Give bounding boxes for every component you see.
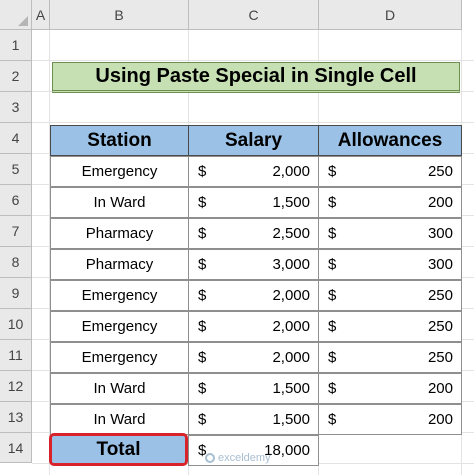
allowances-value: 200 xyxy=(427,380,453,397)
currency-symbol: $ xyxy=(198,442,207,459)
currency-symbol: $ xyxy=(328,256,337,273)
salary-value: 2,500 xyxy=(272,225,310,242)
currency-symbol: $ xyxy=(198,318,207,335)
salary-value: 2,000 xyxy=(272,287,310,304)
row-header-2[interactable]: 2 xyxy=(0,61,32,92)
watermark-text: exceldemy xyxy=(218,452,271,464)
row-header-12[interactable]: 12 xyxy=(0,371,32,402)
row-header-1[interactable]: 1 xyxy=(0,30,32,61)
salary-value: 1,500 xyxy=(272,194,310,211)
station-cell[interactable]: Emergency xyxy=(50,311,189,342)
select-all-triangle-icon xyxy=(18,16,28,26)
currency-symbol: $ xyxy=(328,349,337,366)
header-salary[interactable]: Salary xyxy=(188,125,319,156)
allowances-cell[interactable]: $200 xyxy=(318,373,462,404)
column-header-a[interactable]: A xyxy=(32,0,50,30)
sheet-title-cell[interactable]: Using Paste Special in Single Cell xyxy=(52,62,460,93)
allowances-value: 250 xyxy=(427,163,453,180)
salary-value: 1,500 xyxy=(272,411,310,428)
row-header-14[interactable]: 14 xyxy=(0,433,32,463)
currency-symbol: $ xyxy=(328,380,337,397)
column-header-b[interactable]: B xyxy=(50,0,189,30)
allowances-cell[interactable]: $200 xyxy=(318,187,462,218)
row-header-10[interactable]: 10 xyxy=(0,309,32,340)
currency-symbol: $ xyxy=(328,287,337,304)
row-header-11[interactable]: 11 xyxy=(0,340,32,371)
currency-symbol: $ xyxy=(328,163,337,180)
currency-symbol: $ xyxy=(328,194,337,211)
row-header-8[interactable]: 8 xyxy=(0,247,32,278)
currency-symbol: $ xyxy=(328,318,337,335)
currency-symbol: $ xyxy=(328,411,337,428)
salary-value: 2,000 xyxy=(272,349,310,366)
column-header-d[interactable]: D xyxy=(319,0,462,30)
station-cell[interactable]: In Ward xyxy=(50,373,189,404)
currency-symbol: $ xyxy=(198,349,207,366)
station-cell[interactable]: In Ward xyxy=(50,404,189,435)
allowances-cell[interactable]: $250 xyxy=(318,280,462,311)
total-salary-value: 18,000 xyxy=(264,442,310,459)
allowances-cell[interactable]: $250 xyxy=(318,156,462,187)
station-cell[interactable]: Emergency xyxy=(50,342,189,373)
salary-value: 2,000 xyxy=(272,318,310,335)
currency-symbol: $ xyxy=(198,380,207,397)
header-allowances[interactable]: Allowances xyxy=(318,125,462,156)
allowances-value: 300 xyxy=(427,256,453,273)
gridline xyxy=(32,60,474,61)
allowances-cell[interactable]: $250 xyxy=(318,342,462,373)
salary-cell[interactable]: $2,000 xyxy=(188,280,319,311)
allowances-value: 250 xyxy=(427,287,453,304)
salary-value: 3,000 xyxy=(272,256,310,273)
gridline xyxy=(32,122,474,123)
salary-cell[interactable]: $3,000 xyxy=(188,249,319,280)
row-header-9[interactable]: 9 xyxy=(0,278,32,309)
currency-symbol: $ xyxy=(198,194,207,211)
currency-symbol: $ xyxy=(198,256,207,273)
salary-cell[interactable]: $1,500 xyxy=(188,404,319,435)
row-header-3[interactable]: 3 xyxy=(0,92,32,123)
allowances-value: 250 xyxy=(427,349,453,366)
allowances-value: 200 xyxy=(427,411,453,428)
salary-cell[interactable]: $2,000 xyxy=(188,342,319,373)
row-header-5[interactable]: 5 xyxy=(0,154,32,185)
gridline xyxy=(49,30,50,475)
salary-cell[interactable]: $1,500 xyxy=(188,373,319,404)
allowances-cell[interactable]: $200 xyxy=(318,404,462,435)
salary-value: 1,500 xyxy=(272,380,310,397)
currency-symbol: $ xyxy=(198,225,207,242)
currency-symbol: $ xyxy=(198,411,207,428)
row-header-4[interactable]: 4 xyxy=(0,123,32,154)
total-label-cell[interactable]: Total xyxy=(49,433,188,466)
row-header-6[interactable]: 6 xyxy=(0,185,32,216)
salary-cell[interactable]: $2,500 xyxy=(188,218,319,249)
station-cell[interactable]: Emergency xyxy=(50,280,189,311)
salary-cell[interactable]: $2,000 xyxy=(188,311,319,342)
row-header-7[interactable]: 7 xyxy=(0,216,32,247)
watermark-logo-icon xyxy=(205,453,215,463)
allowances-value: 200 xyxy=(427,194,453,211)
allowances-cell[interactable]: $300 xyxy=(318,249,462,280)
currency-symbol: $ xyxy=(198,287,207,304)
salary-cell[interactable]: $2,000 xyxy=(188,156,319,187)
station-cell[interactable]: Emergency xyxy=(50,156,189,187)
allowances-value: 250 xyxy=(427,318,453,335)
station-cell[interactable]: Pharmacy xyxy=(50,218,189,249)
allowances-value: 300 xyxy=(427,225,453,242)
row-header-13[interactable]: 13 xyxy=(0,402,32,433)
salary-cell[interactable]: $1,500 xyxy=(188,187,319,218)
allowances-cell[interactable]: $250 xyxy=(318,311,462,342)
column-header-c[interactable]: C xyxy=(189,0,319,30)
select-all-corner[interactable] xyxy=(0,0,32,30)
allowances-cell[interactable]: $300 xyxy=(318,218,462,249)
station-cell[interactable]: In Ward xyxy=(50,187,189,218)
header-station[interactable]: Station xyxy=(50,125,189,156)
currency-symbol: $ xyxy=(328,225,337,242)
station-cell[interactable]: Pharmacy xyxy=(50,249,189,280)
salary-value: 2,000 xyxy=(272,163,310,180)
watermark: exceldemy xyxy=(205,452,271,464)
currency-symbol: $ xyxy=(198,163,207,180)
